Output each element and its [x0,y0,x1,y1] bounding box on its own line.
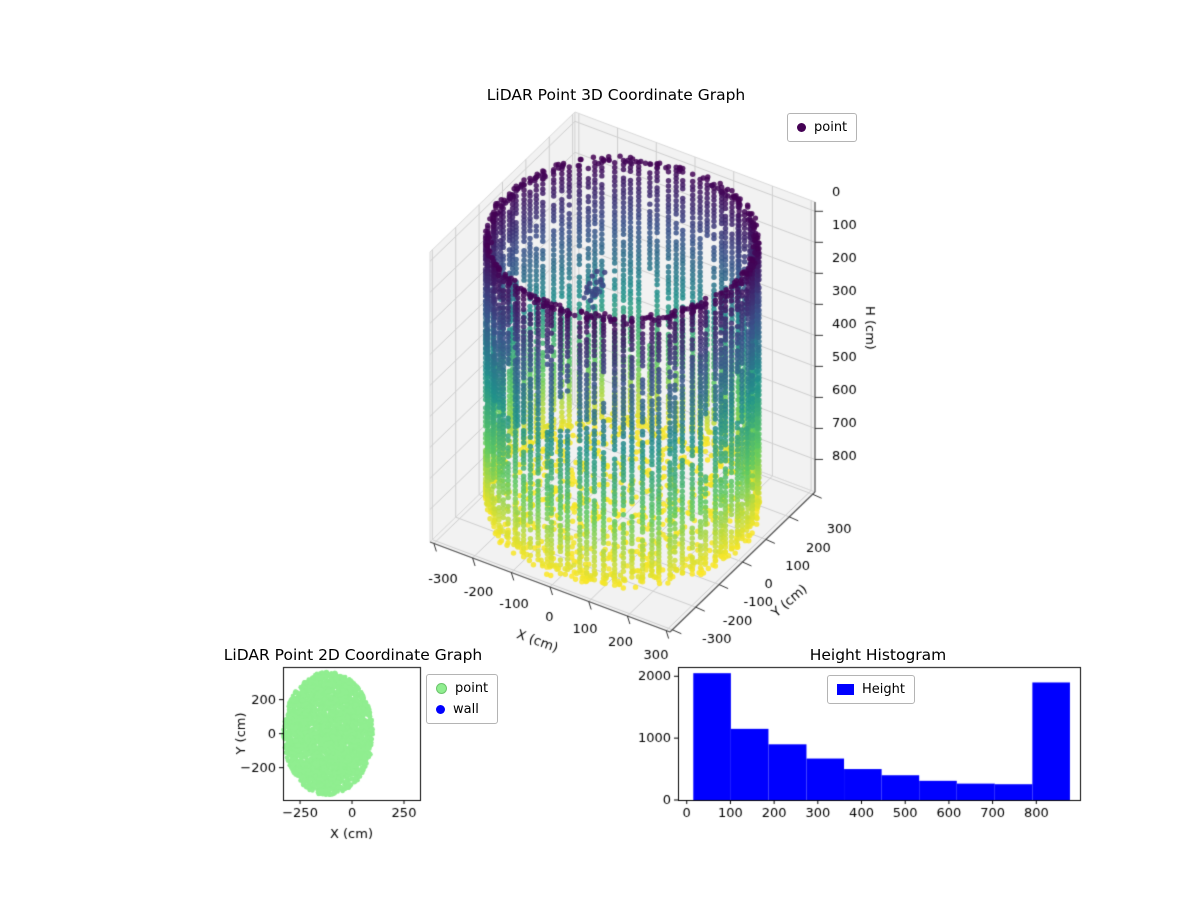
legend-row: point [797,117,847,138]
legend-label: Height [862,682,905,697]
wall-marker-icon [436,705,445,714]
point-marker-icon [436,683,447,694]
legend-histogram: Height [827,675,915,704]
title-3d-plot: LiDAR Point 3D Coordinate Graph [486,86,746,104]
legend-row: Height [837,679,905,700]
point-marker-icon [797,123,806,132]
legend-row: wall [436,699,488,720]
title-2d-plot: LiDAR Point 2D Coordinate Graph [223,646,483,664]
height-marker-icon [837,684,854,695]
legend-label: point [455,681,489,696]
legend-row: point [436,678,488,699]
legend-2d: point wall [426,674,499,724]
legend-label: point [814,120,848,135]
legend-label: wall [453,702,479,717]
legend-3d: point [787,113,858,142]
title-histogram: Height Histogram [809,646,947,664]
